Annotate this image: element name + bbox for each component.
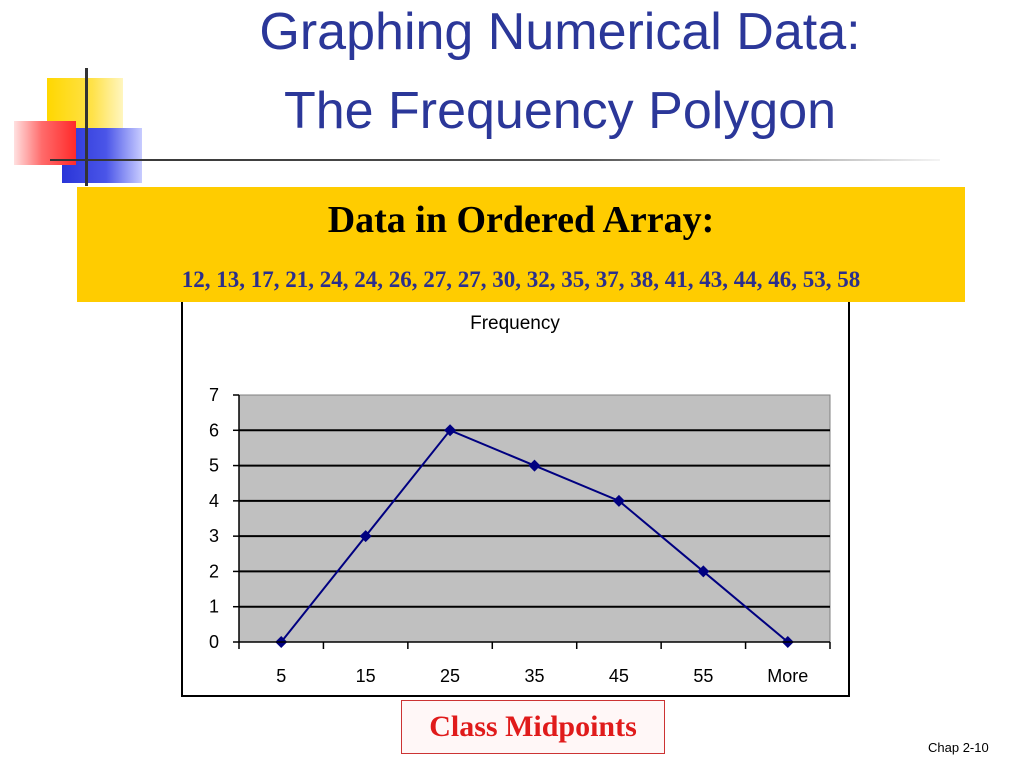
y-tick-label: 6 xyxy=(209,420,219,440)
x-tick-label: 5 xyxy=(276,666,286,686)
y-tick-label: 4 xyxy=(209,491,219,511)
chart-title: Frequency xyxy=(470,313,560,334)
x-tick-label: 35 xyxy=(524,666,544,686)
slide-title-line1: Graphing Numerical Data: xyxy=(259,3,861,61)
ordered-array-heading: Data in Ordered Array: xyxy=(327,199,715,241)
data-point-marker xyxy=(359,530,372,543)
data-point-marker xyxy=(444,424,457,437)
x-tick-label: 25 xyxy=(440,666,460,686)
y-tick-label: 5 xyxy=(209,456,219,476)
x-tick-label: 55 xyxy=(693,666,713,686)
slide-title-line2: The Frequency Polygon xyxy=(283,82,837,140)
y-tick-label: 1 xyxy=(209,597,219,617)
y-tick-label: 3 xyxy=(209,526,219,546)
y-tick-label: 0 xyxy=(209,632,219,652)
data-point-marker xyxy=(697,565,710,578)
x-tick-label: More xyxy=(767,666,808,686)
decor-red-square xyxy=(14,121,76,165)
plot-area xyxy=(238,394,831,643)
ordered-array-box: Data in Ordered Array: 12, 13, 17, 21, 2… xyxy=(77,187,965,302)
x-tick-label: 45 xyxy=(609,666,629,686)
data-point-marker xyxy=(612,494,625,507)
decor-horizontal-rule xyxy=(50,159,940,161)
ordered-array-values: 12, 13, 17, 21, 24, 24, 26, 27, 27, 30, … xyxy=(181,267,861,292)
class-midpoints-label: Class Midpoints xyxy=(429,710,637,743)
data-point-marker xyxy=(528,459,541,472)
y-tick-label: 2 xyxy=(209,561,219,581)
class-midpoints-box: Class Midpoints xyxy=(401,700,665,754)
y-tick-label: 7 xyxy=(209,385,219,405)
decor-vertical-line xyxy=(85,68,88,186)
slide-footer: Chap 2-10 xyxy=(928,740,989,755)
x-tick-label: 15 xyxy=(356,666,376,686)
